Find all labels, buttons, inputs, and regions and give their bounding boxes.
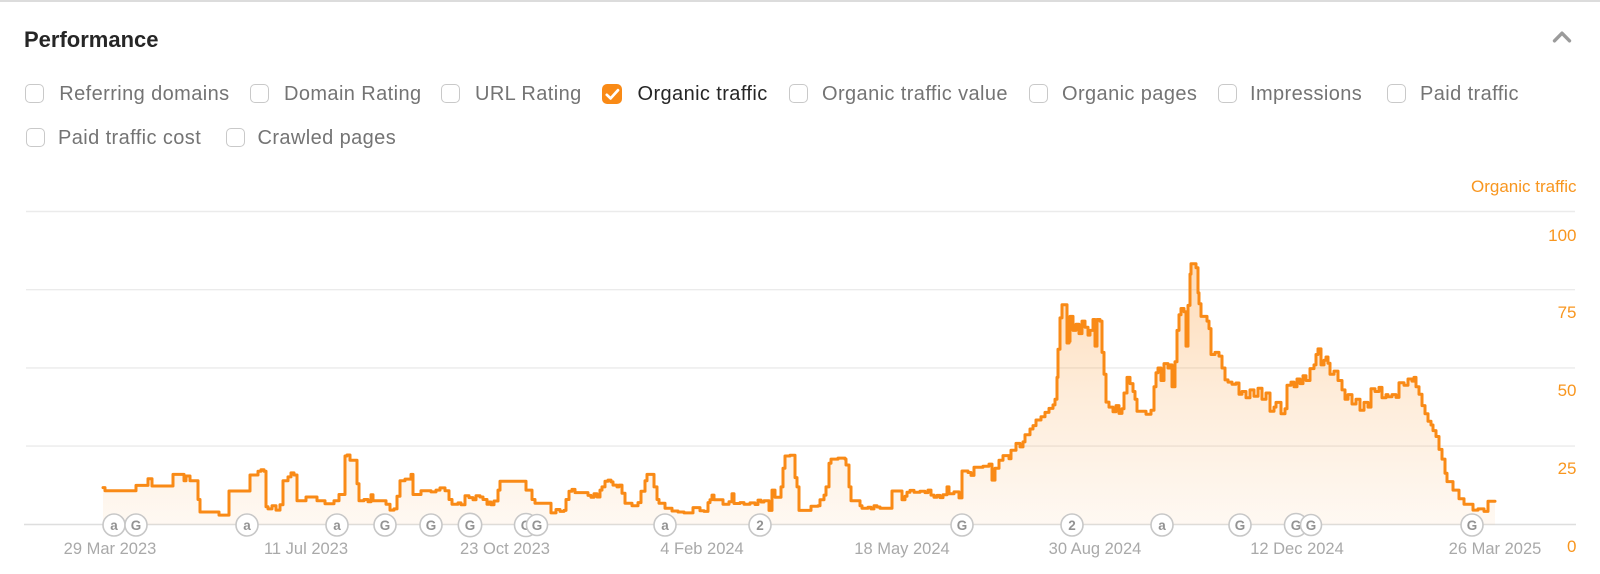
svg-text:29 Mar 2023: 29 Mar 2023 (64, 540, 157, 558)
svg-text:30 Aug 2024: 30 Aug 2024 (1049, 540, 1142, 558)
svg-text:G: G (1467, 518, 1478, 533)
svg-text:25: 25 (1558, 459, 1577, 478)
svg-text:75: 75 (1558, 303, 1577, 322)
svg-text:12 Dec 2024: 12 Dec 2024 (1250, 540, 1344, 558)
svg-text:18 May 2024: 18 May 2024 (854, 540, 949, 558)
svg-text:G: G (957, 518, 968, 533)
svg-text:a: a (1158, 518, 1166, 533)
svg-text:50: 50 (1558, 381, 1577, 400)
svg-text:26 Mar 2025: 26 Mar 2025 (1449, 540, 1542, 558)
svg-text:23 Oct 2023: 23 Oct 2023 (460, 540, 550, 558)
svg-text:G: G (1291, 518, 1302, 533)
svg-text:4 Feb 2024: 4 Feb 2024 (660, 540, 743, 558)
svg-text:G: G (521, 518, 532, 533)
svg-text:2: 2 (1068, 518, 1076, 533)
svg-text:11 Jul 2023: 11 Jul 2023 (264, 540, 348, 558)
svg-text:a: a (110, 518, 118, 533)
svg-text:2: 2 (756, 518, 764, 533)
svg-text:a: a (661, 518, 669, 533)
svg-text:Organic traffic: Organic traffic (1471, 177, 1577, 196)
svg-text:a: a (243, 518, 251, 533)
svg-text:G: G (1306, 518, 1317, 533)
svg-text:a: a (333, 518, 341, 533)
svg-text:G: G (426, 518, 437, 533)
svg-text:G: G (532, 518, 543, 533)
svg-text:G: G (131, 518, 142, 533)
svg-text:G: G (1235, 518, 1246, 533)
svg-text:G: G (380, 518, 391, 533)
svg-text:0: 0 (1567, 537, 1576, 556)
svg-text:100: 100 (1548, 226, 1576, 245)
svg-text:G: G (465, 518, 476, 533)
